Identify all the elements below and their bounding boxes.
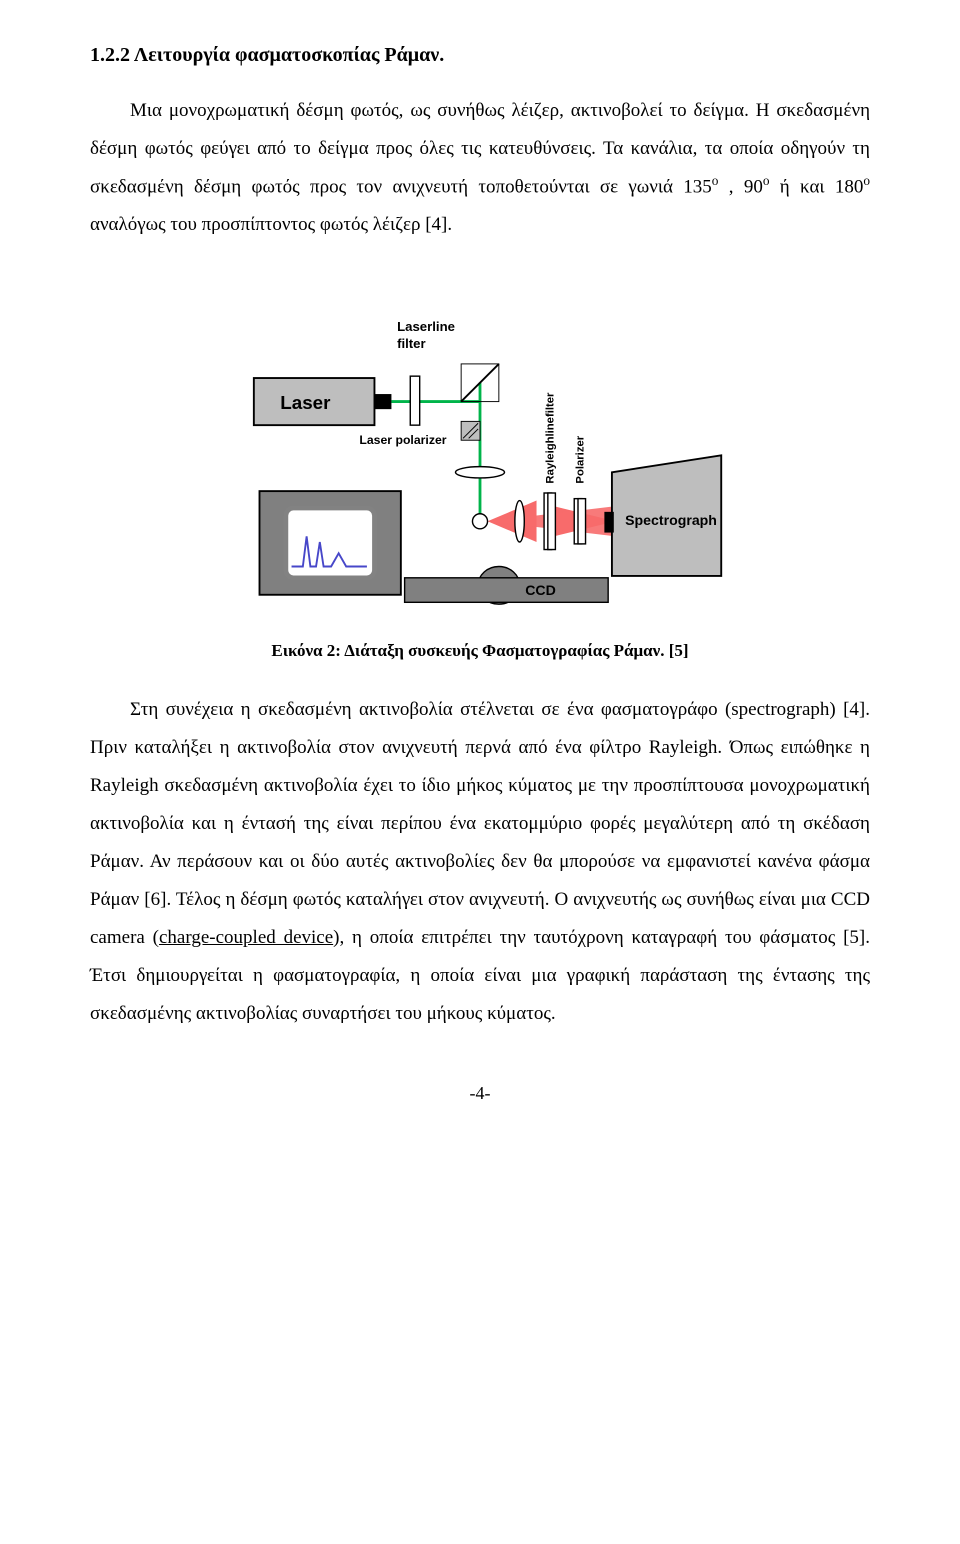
svg-text:Spectrograph: Spectrograph bbox=[625, 512, 717, 528]
paragraph-2: Στη συνέχεια η σκεδασμένη ακτινοβολία στ… bbox=[90, 691, 870, 1033]
raman-setup-svg: Laser Laserline filter Laser polarizer Rayle… bbox=[235, 274, 725, 614]
svg-text:CCD: CCD bbox=[525, 582, 556, 598]
svg-text:Laser polarizer: Laser polarizer bbox=[359, 433, 446, 447]
paragraph-1: Μια μονοχρωματική δέσμη φωτός, ως συνήθω… bbox=[90, 92, 870, 244]
svg-text:Laserline: Laserline bbox=[397, 319, 455, 334]
figure-caption: Εικόνα 2: Διάταξη συσκευής Φασματογραφία… bbox=[90, 641, 870, 661]
p1-part-b: , 90 bbox=[718, 176, 762, 197]
raman-setup-figure: Laser Laserline filter Laser polarizer Rayle… bbox=[90, 274, 870, 619]
svg-text:filter: filter bbox=[397, 336, 426, 351]
p1-sup3: ο bbox=[863, 173, 870, 188]
section-heading: 1.2.2 Λειτουργία φασματοσκοπίας Ράμαν. bbox=[90, 40, 870, 70]
svg-text:Laser: Laser bbox=[280, 392, 331, 413]
svg-text:Rayleighlinefilter: Rayleighlinefilter bbox=[545, 392, 557, 484]
p2-underline: charge-coupled device bbox=[159, 927, 333, 948]
svg-text:Polarizer: Polarizer bbox=[575, 436, 587, 484]
page-number: -4- bbox=[90, 1083, 870, 1104]
p1-part-c: ή και 180 bbox=[769, 176, 863, 197]
p2-part-a: Στη συνέχεια η σκεδασμένη ακτινοβολία στ… bbox=[90, 699, 870, 948]
p1-part-d: αναλόγως του προσπίπτοντος φωτός λέιζερ … bbox=[90, 214, 452, 235]
